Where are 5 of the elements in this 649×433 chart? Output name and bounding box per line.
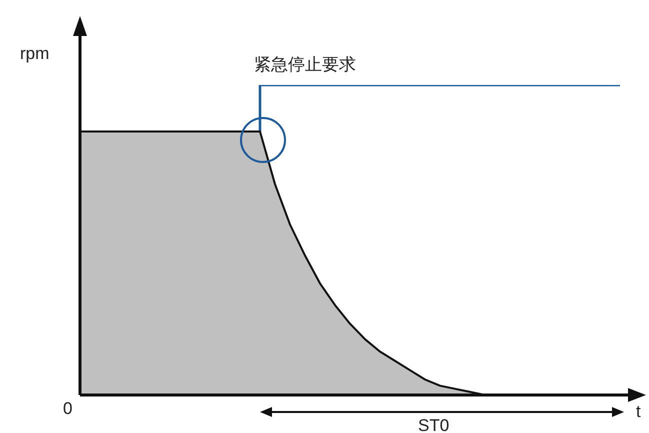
text: 0 [63, 399, 72, 419]
text: ST0 [418, 416, 450, 433]
x-axis-title: t [636, 402, 641, 422]
text: 紧急停止要求 [254, 55, 356, 75]
y-axis-title: rpm [20, 44, 50, 64]
